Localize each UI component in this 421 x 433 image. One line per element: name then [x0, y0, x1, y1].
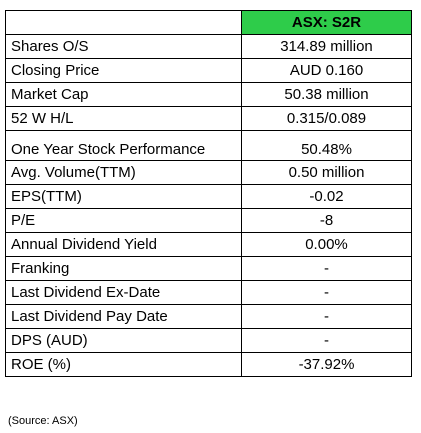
table-row: 52 W H/L 0.315/0.089	[5, 106, 412, 131]
metric-label: One Year Stock Performance	[5, 130, 242, 161]
metric-value: -37.92%	[241, 352, 412, 377]
table-row: Market Cap 50.38 million	[5, 82, 412, 107]
metric-value: -	[241, 256, 412, 281]
metric-label: Shares O/S	[5, 34, 242, 59]
metric-value: -8	[241, 208, 412, 233]
table-row: DPS (AUD) -	[5, 328, 412, 353]
metric-value: 50.38 million	[241, 82, 412, 107]
metric-label: Annual Dividend Yield	[5, 232, 242, 257]
table-row: Closing Price AUD 0.160	[5, 58, 412, 83]
table-row: Annual Dividend Yield 0.00%	[5, 232, 412, 257]
metric-value: -	[241, 280, 412, 305]
table-row: Shares O/S 314.89 million	[5, 34, 412, 59]
ticker-header: ASX: S2R	[241, 10, 412, 35]
metric-value: 0.315/0.089	[241, 106, 412, 131]
table-row: P/E -8	[5, 208, 412, 233]
metric-label: DPS (AUD)	[5, 328, 242, 353]
metric-value: -	[241, 328, 412, 353]
table-header-row: ASX: S2R	[5, 10, 412, 35]
metric-label: EPS(TTM)	[5, 184, 242, 209]
header-blank-cell	[5, 10, 242, 35]
metric-label: Market Cap	[5, 82, 242, 107]
metric-label: Franking	[5, 256, 242, 281]
metric-value: -	[241, 304, 412, 329]
metric-value: 50.48%	[241, 130, 412, 161]
metric-label: Avg. Volume(TTM)	[5, 160, 242, 185]
source-note: (Source: ASX)	[8, 415, 78, 427]
table-row: One Year Stock Performance 50.48%	[5, 130, 412, 161]
metric-value: 0.50 million	[241, 160, 412, 185]
metric-value: 314.89 million	[241, 34, 412, 59]
table-row: Franking -	[5, 256, 412, 281]
table-row: EPS(TTM) -0.02	[5, 184, 412, 209]
stock-key-metrics-table: ASX: S2R Shares O/S 314.89 million Closi…	[5, 10, 412, 377]
metric-value: -0.02	[241, 184, 412, 209]
metric-label: 52 W H/L	[5, 106, 242, 131]
metric-label: Closing Price	[5, 58, 242, 83]
metric-value: AUD 0.160	[241, 58, 412, 83]
table-row: Avg. Volume(TTM) 0.50 million	[5, 160, 412, 185]
table-row: ROE (%) -37.92%	[5, 352, 412, 377]
table-row: Last Dividend Pay Date -	[5, 304, 412, 329]
metric-label: Last Dividend Ex-Date	[5, 280, 242, 305]
table-row: Last Dividend Ex-Date -	[5, 280, 412, 305]
metric-value: 0.00%	[241, 232, 412, 257]
metric-label: P/E	[5, 208, 242, 233]
metric-label: ROE (%)	[5, 352, 242, 377]
metric-label: Last Dividend Pay Date	[5, 304, 242, 329]
